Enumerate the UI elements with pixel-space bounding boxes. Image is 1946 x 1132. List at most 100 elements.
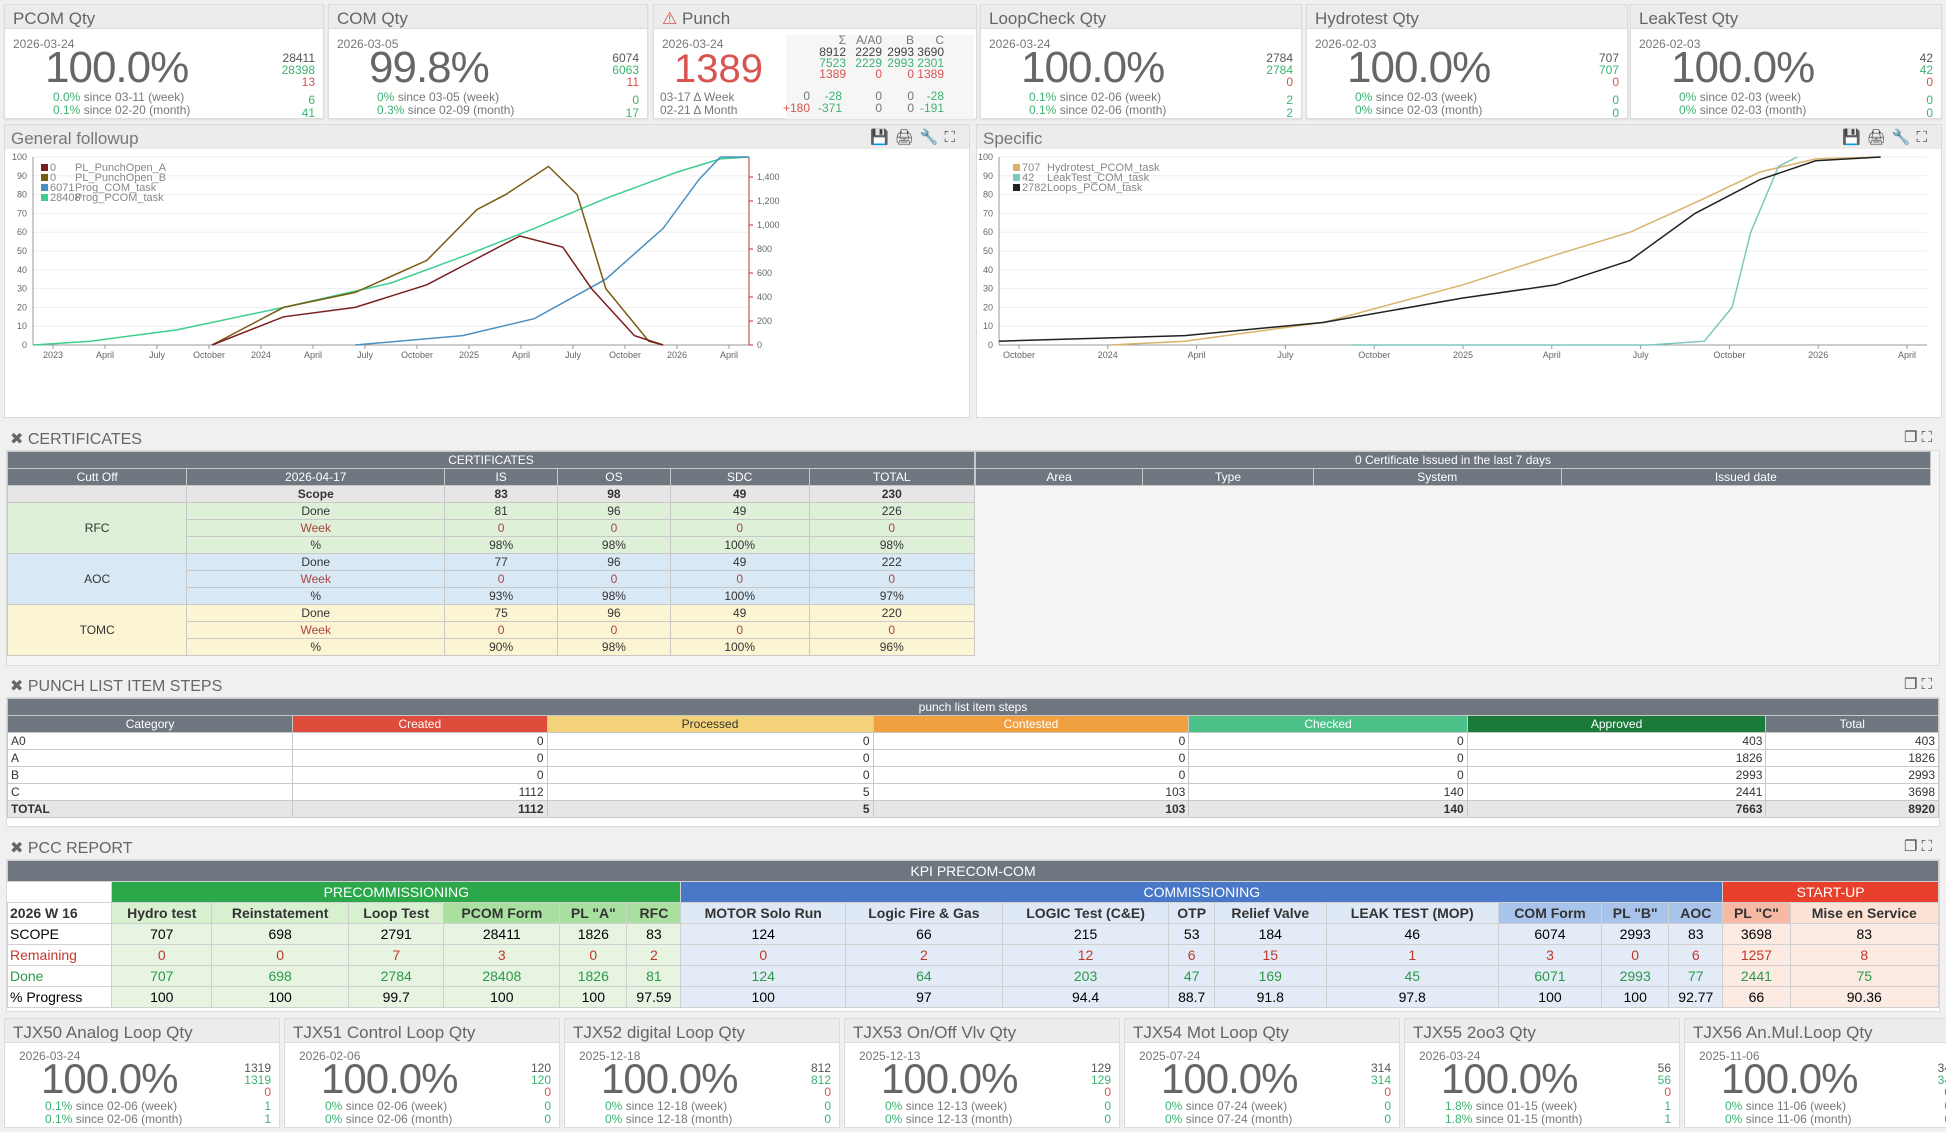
expand-icon[interactable]: ⛶ xyxy=(944,129,961,146)
cert-col-header: OS xyxy=(557,468,671,486)
kpi-card[interactable]: TJX52 digital Loop Qty 2025-12-18 100.0%… xyxy=(564,1018,840,1128)
punch-month-label: 02-21 Δ Month xyxy=(660,103,738,117)
kpi-week-label: since 03-05 (week) xyxy=(397,90,500,104)
pcc-cell: 90.36 xyxy=(1789,986,1940,1008)
pcc-cell: 698 xyxy=(211,965,349,987)
kpi-done: 6063 xyxy=(612,63,639,77)
pcc-cell: 100 xyxy=(211,986,349,1008)
punch-cell: 0 xyxy=(872,732,1190,750)
punch-cell: 1112 xyxy=(292,783,548,801)
punch-cell: 0 xyxy=(292,732,548,750)
punch-cell: 2229 xyxy=(855,56,882,70)
series-line-punch-a xyxy=(211,235,664,346)
kpi-card[interactable]: TJX54 Mot Loop Qty 2025-07-24 100.0% 314… xyxy=(1124,1018,1400,1128)
pcc-cell: 6071 xyxy=(1497,965,1603,987)
pcc-section-header: ✖ PCC REPORT ❐⛶ xyxy=(6,835,1940,859)
print-icon[interactable]: 🖨 xyxy=(894,129,920,146)
kpi-month-value: 41 xyxy=(301,106,315,120)
table-row: SCOPE 707 698 2791 28411 1826 83 124 66 215 53 184 4… xyxy=(6,923,1940,945)
punch-cell: 2993 xyxy=(1765,766,1939,784)
x-tick-label: October xyxy=(1713,350,1745,360)
legend-value: 0 xyxy=(50,162,56,174)
x-tick-label: October xyxy=(1358,350,1390,360)
kpi-card[interactable]: TJX50 Analog Loop Qty 2026-03-24 100.0% … xyxy=(4,1018,280,1128)
print-icon[interactable]: 🖨 xyxy=(1866,129,1892,146)
punch-cell: 0 xyxy=(1188,749,1468,767)
kpi-total: 34 xyxy=(1937,1061,1946,1075)
pcc-cell: 0 xyxy=(111,944,213,966)
kpi-remaining: 0 xyxy=(1664,1085,1671,1099)
pcc-row-label: % Progress xyxy=(6,986,113,1008)
save-icon[interactable]: 💾 xyxy=(870,129,895,146)
expand-icon[interactable]: ⛶ xyxy=(1921,838,1936,855)
pcc-col-header: AOC xyxy=(1668,902,1724,924)
kpi-card[interactable]: TJX56 An.Mul.Loop Qty 2025-11-06 100.0% … xyxy=(1684,1018,1946,1128)
x-tick-label: April xyxy=(1898,350,1916,360)
table-row: TOTAL 1112 5 103 140 7663 8920 xyxy=(6,800,1939,818)
y-tick-label: 20 xyxy=(983,302,993,312)
punch-col-header: Approved xyxy=(1466,715,1767,733)
general-title: General followup xyxy=(5,125,969,149)
kpi-card[interactable]: LoopCheck Qty 2026-03-24 100.0% 2784 278… xyxy=(980,4,1302,120)
legend-value: 28408 xyxy=(50,192,81,204)
expand-icon[interactable]: ⛶ xyxy=(1921,676,1936,693)
copy-icon[interactable]: ❐ xyxy=(1904,838,1922,855)
certificates-table: CERTIFICATES Cutt Off 2026-04-17 IS OS SDC TOT… xyxy=(6,451,976,656)
kpi-card[interactable]: Hydrotest Qty 2026-02-03 100.0% 707 707 … xyxy=(1306,4,1628,120)
cert-cell: 0 xyxy=(669,621,810,639)
punch-col-header: Category xyxy=(6,715,294,733)
punch-cell: 403 xyxy=(1765,732,1939,750)
kpi-date: 2026-03-24 xyxy=(19,1049,81,1063)
kpi-week-pct: 0% xyxy=(885,1099,903,1113)
kpi-week-label: since 02-06 (week) xyxy=(75,1099,178,1113)
kpi-percent: 100.0% xyxy=(321,1055,458,1102)
save-icon[interactable]: 💾 xyxy=(1842,129,1867,146)
table-row: TOMC Done 75 96 49 220 xyxy=(6,604,976,656)
panel-tools[interactable]: 💾🖨🔧⛶ xyxy=(1842,128,1933,146)
kpi-card[interactable]: TJX53 On/Off Vlv Qty 2025-12-13 100.0% 1… xyxy=(844,1018,1120,1128)
copy-icon[interactable]: ❐ xyxy=(1904,676,1922,693)
cert-scope-cell: 230 xyxy=(808,485,976,503)
pcc-row-label: SCOPE xyxy=(6,923,113,945)
punch-month-delta: 0 xyxy=(875,101,882,115)
cert-cell: 0 xyxy=(557,570,671,588)
y-tick-label: 60 xyxy=(17,227,27,237)
x-tick-label: July xyxy=(1633,350,1650,360)
pcc-cell: 91.8 xyxy=(1213,986,1327,1008)
wrench-icon[interactable]: 🔧 xyxy=(919,129,945,146)
kpi-card[interactable]: TJX51 Control Loop Qty 2026-02-06 100.0%… xyxy=(284,1018,560,1128)
expand-icon[interactable]: ⛶ xyxy=(1916,129,1933,146)
y-tick-label: 80 xyxy=(17,190,27,200)
pcc-cell: 47 xyxy=(1168,965,1215,987)
kpi-week-pct: 0.1% xyxy=(45,1099,73,1113)
panel-tools[interactable]: 💾🖨🔧⛶ xyxy=(870,128,961,146)
legend-value: 2782 xyxy=(1022,182,1046,194)
punch-cell: 403 xyxy=(1466,732,1767,750)
expand-icon[interactable]: ⛶ xyxy=(1921,429,1936,446)
pcc-cell: 81 xyxy=(626,965,682,987)
kpi-week-value: 0 xyxy=(1104,1099,1111,1113)
cert-cell: 0 xyxy=(669,570,810,588)
series-line-loops xyxy=(998,156,1881,342)
y-tick-label: 50 xyxy=(17,246,27,256)
copy-icon[interactable]: ❐ xyxy=(1904,429,1922,446)
kpi-card[interactable]: COM Qty 2026-03-05 99.8% 6074 6063 11 0 … xyxy=(328,4,648,120)
wrench-icon[interactable]: 🔧 xyxy=(1891,129,1917,146)
kpi-date: 2026-02-03 xyxy=(1315,37,1377,51)
pcc-cell: 698 xyxy=(211,923,349,945)
pcc-cell: 66 xyxy=(1722,986,1791,1008)
punch-month-delta: -371 xyxy=(817,101,842,115)
legend-label: PL_PunchOpen_B xyxy=(75,172,166,184)
kpi-card[interactable]: TJX55 2oo3 Qty 2026-03-24 100.0% 56 56 0… xyxy=(1404,1018,1680,1128)
kpi-card[interactable]: LeakTest Qty 2026-02-03 100.0% 42 42 0 0… xyxy=(1630,4,1942,120)
table-row: RFC Done 81 96 49 226 xyxy=(6,502,976,554)
pcc-cell: 28411 xyxy=(443,923,561,945)
cert-cell: 222 xyxy=(808,553,976,571)
kpi-card[interactable]: PCOM Qty 2026-03-24 100.0% 28411 28398 1… xyxy=(4,4,324,120)
x-tick-label: July xyxy=(357,350,374,360)
pcc-cell: 2993 xyxy=(1601,923,1670,945)
issued-col-header: Issued date xyxy=(1560,468,1932,486)
legend-swatch xyxy=(1013,164,1020,171)
kpi-percent: 100.0% xyxy=(1441,1055,1578,1102)
punch-card[interactable]: ⚠ Punch 2026-03-24 1389 03-17 Δ Week 02-… xyxy=(653,4,977,119)
